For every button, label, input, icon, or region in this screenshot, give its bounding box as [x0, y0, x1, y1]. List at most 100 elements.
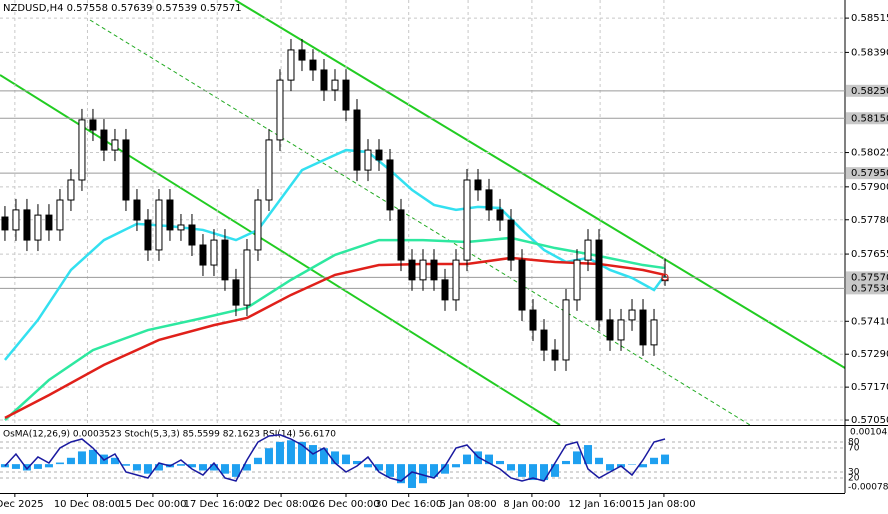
osma-bar [396, 464, 405, 484]
osma-bar [286, 440, 295, 465]
candle-body [254, 199, 262, 251]
candle-body [463, 179, 471, 261]
osma-tick-label: -0.000782 [848, 483, 888, 493]
last-price-marker [661, 273, 669, 281]
candle-body [56, 199, 64, 231]
osma-bar [154, 464, 163, 471]
stoch-level-label: 30 [848, 468, 860, 478]
osma-bar [595, 457, 604, 465]
candle-body [496, 209, 504, 221]
candle-body [78, 119, 86, 181]
candle-body [166, 199, 174, 231]
osma-bar [11, 464, 20, 469]
osma-bar [385, 464, 394, 477]
x-tick-label: 15 Dec 00:00 [119, 499, 186, 510]
candle-body [639, 309, 647, 346]
indicator-title: OsMA(12,26,9) 0.0003523 Stoch(5,3,3) 85.… [3, 430, 336, 440]
osma-bar [88, 449, 97, 465]
osma-bar [176, 464, 185, 466]
osma-bar [628, 464, 637, 465]
osma-bar [242, 464, 251, 471]
level-label-box [846, 167, 888, 180]
candle-body [265, 139, 273, 201]
osma-bar [485, 454, 494, 465]
osma-bar [121, 464, 130, 466]
osma-bar [573, 451, 582, 465]
osma-bar [562, 460, 571, 465]
osma-bar [330, 451, 339, 465]
candle-body [188, 224, 196, 246]
candle-body [111, 139, 119, 151]
candle-body [287, 49, 295, 81]
osma-bar [132, 464, 141, 471]
candle-body [320, 69, 328, 91]
candle-body [100, 129, 108, 151]
osma-bar [143, 464, 152, 474]
osma-bar [319, 448, 328, 465]
osma-bar [297, 441, 306, 465]
y-tick-label: 0.58515 [851, 13, 888, 24]
osma-bar [341, 454, 350, 465]
osma-bar [551, 464, 560, 477]
candle-body [507, 219, 515, 261]
osma-bar [429, 464, 438, 477]
candle-body [430, 259, 438, 281]
osma-bar [606, 464, 615, 471]
osma-bar [407, 464, 416, 488]
x-tick-label: 17 Dec 16:00 [184, 499, 251, 510]
candle-body [364, 149, 372, 171]
candle-body [67, 179, 75, 201]
x-tick-label: 8 Jan 00:00 [503, 499, 560, 510]
osma-bar [584, 445, 593, 465]
osma-bar [77, 451, 86, 465]
x-tick-label: 30 Dec 16:00 [375, 499, 442, 510]
level-label-box [846, 282, 888, 295]
channel-line [234, 0, 845, 369]
candle-body [177, 224, 185, 231]
candle-body [551, 349, 559, 361]
candle-body [276, 79, 284, 141]
candle-body [584, 239, 592, 261]
x-tick-label: 10 Dec 08:00 [54, 499, 121, 510]
level-label: 0.57530 [851, 283, 888, 294]
channel-midline [89, 19, 751, 425]
stoch-level-label: 80 [848, 438, 860, 448]
osma-bar [275, 441, 284, 465]
osma-bar [418, 464, 427, 484]
candle-body [144, 219, 152, 251]
candle-body [353, 109, 361, 171]
candle-body [122, 139, 130, 201]
candle-body [441, 279, 449, 301]
osma-bar [187, 464, 196, 468]
osma-bar [639, 464, 648, 468]
chart-title: NZDUSD,H4 0.57558 0.57639 0.57539 0.5757… [3, 3, 242, 14]
osma-bar [198, 464, 207, 471]
candle-body [309, 59, 317, 71]
osma-bar [540, 464, 549, 481]
osma-bar [209, 464, 218, 471]
osma-bar [374, 464, 383, 471]
candle-body [452, 259, 460, 301]
osma-bar [66, 457, 75, 465]
osma-bar [507, 464, 516, 471]
osma-bar [518, 464, 527, 477]
level-label-box [846, 84, 888, 97]
candle-body [331, 79, 339, 91]
candle-body [408, 259, 416, 281]
osma-bar [22, 464, 31, 471]
osma-bar [231, 464, 240, 477]
candle-body [23, 209, 31, 241]
osma-tick-label: 0.001042 [850, 428, 888, 438]
candle-body [342, 79, 350, 111]
candle-body [540, 329, 548, 351]
x-tick-label: 26 Dec 00:00 [312, 499, 379, 510]
